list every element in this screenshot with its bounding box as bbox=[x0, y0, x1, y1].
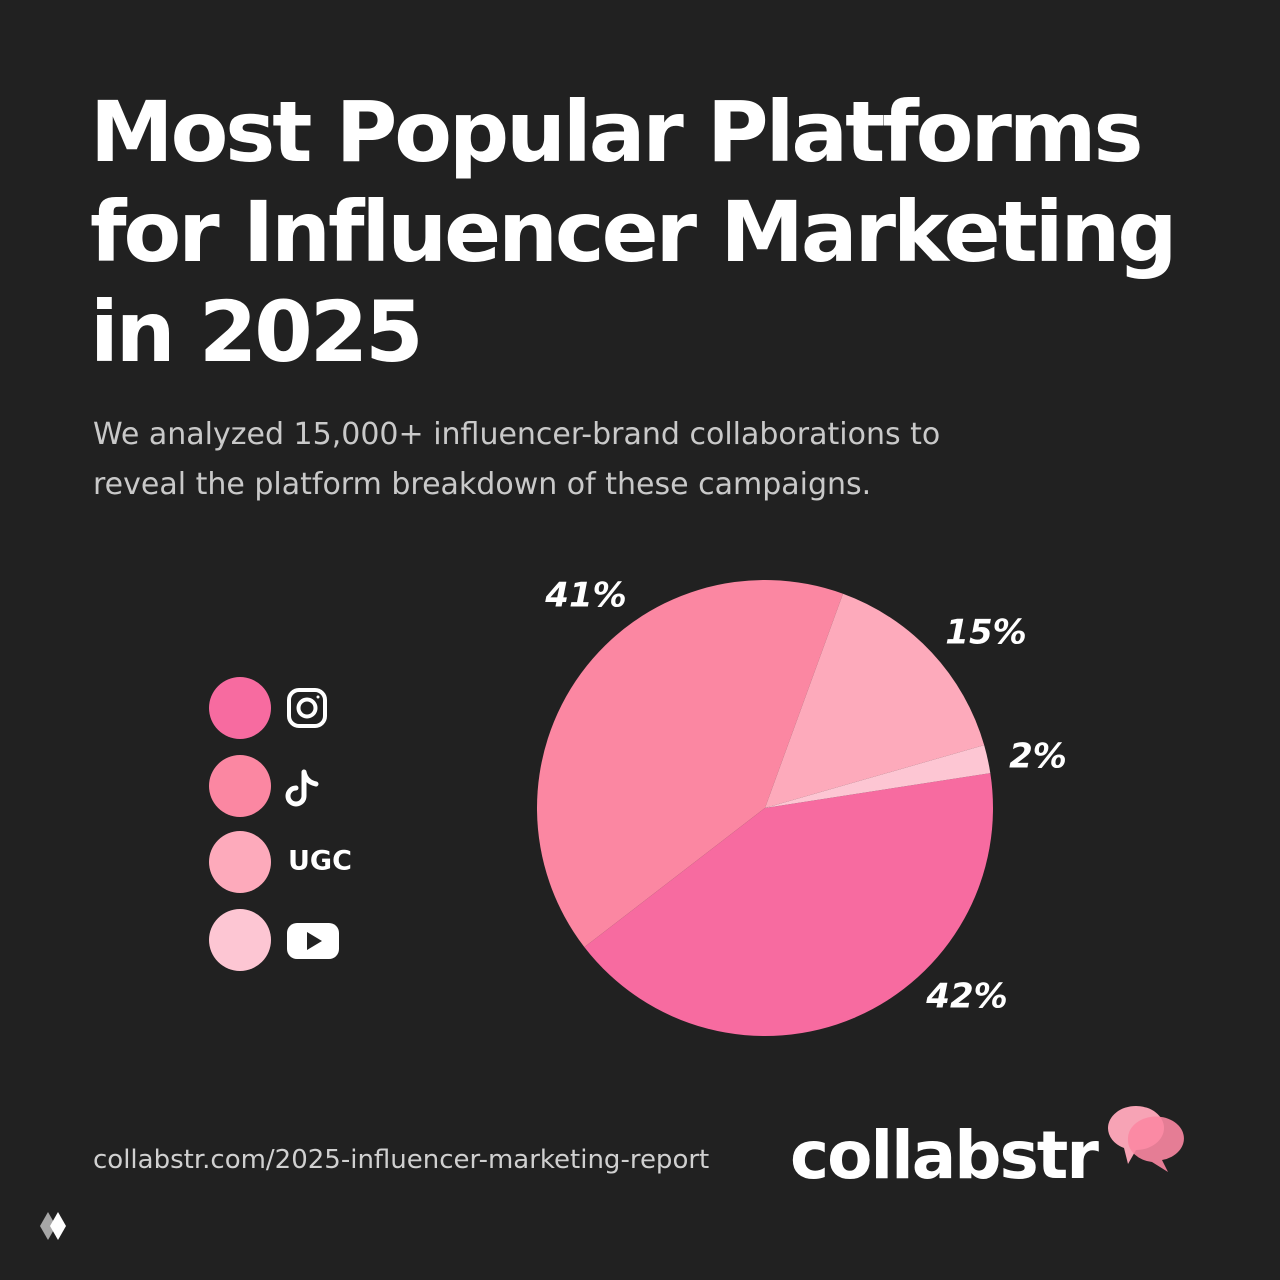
pie-slice bbox=[584, 773, 993, 1036]
subtitle: We analyzed 15,000+ influencer-brand col… bbox=[93, 417, 941, 502]
youtube-icon bbox=[287, 923, 339, 959]
pie-slice bbox=[765, 745, 991, 808]
instagram-icon bbox=[287, 688, 327, 728]
brand-logo: collabstr bbox=[790, 1117, 1099, 1194]
legend-swatch bbox=[209, 755, 271, 817]
value-label: 2% bbox=[1009, 737, 1067, 777]
legend-label: UGC bbox=[288, 846, 352, 877]
pie-slice bbox=[765, 593, 985, 808]
brand-bubbles bbox=[1107, 1106, 1184, 1172]
title: Most Popular Platforms for Influencer Ma… bbox=[90, 83, 1177, 381]
legend-swatch bbox=[209, 677, 271, 739]
value-label: 15% bbox=[945, 613, 1026, 653]
pie-slice bbox=[536, 579, 843, 948]
legend-swatch bbox=[209, 831, 271, 893]
value-label: 42% bbox=[925, 977, 1007, 1017]
legend-swatch bbox=[209, 909, 271, 971]
tiktok-icon bbox=[285, 769, 319, 807]
report-url: collabstr.com/2025-influencer-marketing-… bbox=[93, 1145, 710, 1175]
value-label: 41% bbox=[544, 576, 626, 616]
corner-mark bbox=[40, 1212, 66, 1240]
